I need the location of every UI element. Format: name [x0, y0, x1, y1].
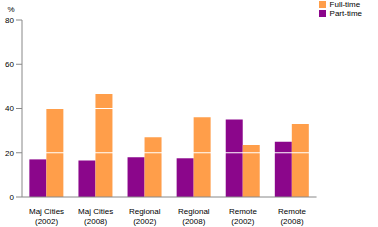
svg-text:Remote: Remote [229, 207, 258, 216]
svg-text:(2008): (2008) [182, 217, 205, 226]
svg-text:60: 60 [8, 60, 15, 69]
svg-text:(2002): (2002) [133, 217, 156, 226]
svg-text:0: 0 [10, 193, 15, 202]
svg-text:Remote: Remote [278, 207, 307, 216]
html-text:Full-time: Full-time [329, 0, 361, 9]
svg-text:(2002): (2002) [231, 217, 254, 226]
html-text:Part-time: Part-time [329, 9, 362, 18]
svg-text:Maj Cities: Maj Cities [78, 207, 113, 216]
svg-text:(2002): (2002) [35, 217, 58, 226]
svg-text:Maj Cities: Maj Cities [29, 207, 64, 216]
svg-text:Regional: Regional [178, 207, 210, 216]
svg-text:20: 20 [8, 149, 15, 158]
svg-text:80: 80 [8, 16, 15, 25]
svg-text:Regional: Regional [129, 207, 161, 216]
svg-text:(2008): (2008) [84, 217, 107, 226]
svg-text:(2008): (2008) [280, 217, 303, 226]
svg-text:40: 40 [8, 104, 15, 113]
svg-text:%: % [8, 5, 15, 14]
